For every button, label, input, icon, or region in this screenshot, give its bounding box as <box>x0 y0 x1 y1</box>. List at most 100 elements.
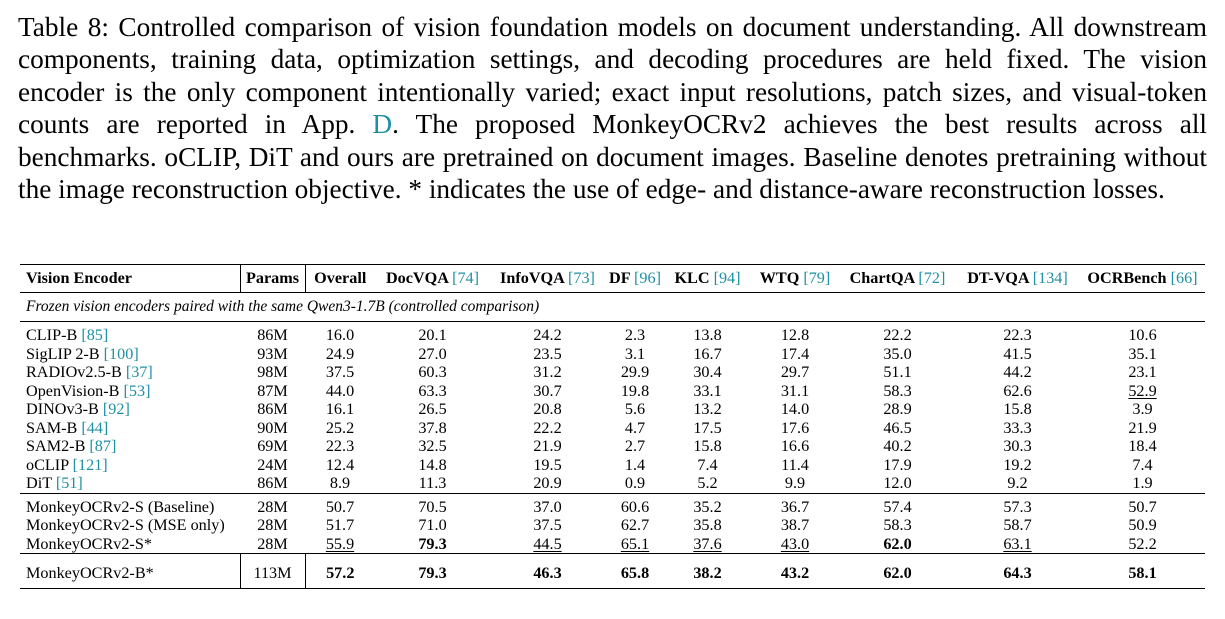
encoder-name: SAM-B [44] <box>20 419 240 438</box>
encoder-name: MonkeyOCRv2-S (MSE only) <box>20 516 240 535</box>
score: 5.2 <box>697 474 718 492</box>
score: 19.2 <box>1003 455 1032 474</box>
citation[interactable]: [72] <box>918 269 946 288</box>
name: DocVQA <box>385 269 449 288</box>
params: 87M <box>257 381 288 400</box>
citation[interactable]: [66] <box>1170 269 1198 288</box>
score: 11.3 <box>418 474 447 492</box>
score: 57.3 <box>955 492 1080 516</box>
citation[interactable]: [100] <box>103 344 139 363</box>
score: 44.2 <box>1003 363 1032 381</box>
score: 31.2 <box>533 363 562 381</box>
params: 28M <box>257 516 288 534</box>
citation[interactable]: [53] <box>123 381 151 400</box>
score: 58.7 <box>1003 516 1032 534</box>
score: 44.0 <box>325 381 355 400</box>
encoder-name: MonkeyOCRv2-S* <box>20 535 240 554</box>
score: 0.9 <box>624 474 646 492</box>
score: 33.3 <box>1003 418 1032 437</box>
header-row: Vision Encoder Params Overall DocVQA [74] In… <box>20 264 1205 293</box>
citation[interactable]: [134] <box>1032 269 1068 288</box>
score: 15.8 <box>1003 400 1032 418</box>
score: 65.1 <box>620 534 650 553</box>
citation[interactable]: [44] <box>81 418 109 437</box>
name: DT-VQA <box>967 269 1029 288</box>
score: 22.3 <box>325 437 355 455</box>
encoder-name: DiT [51] <box>20 474 240 493</box>
citation[interactable]: [87] <box>89 437 117 455</box>
citation[interactable]: [96] <box>634 269 661 288</box>
name: MonkeyOCRv2-S (Baseline) <box>26 497 215 516</box>
name: KLC <box>674 269 710 288</box>
appendix-link[interactable]: D <box>372 109 393 140</box>
score: 7.4 <box>1132 455 1153 474</box>
table-body: Frozen vision encoders paired with the s… <box>20 292 1205 589</box>
score: 41.5 <box>1003 344 1032 363</box>
score: 51.1 <box>883 363 912 381</box>
name: SAM2-B <box>26 437 86 455</box>
score: 62.6 <box>1003 381 1032 400</box>
score: 29.9 <box>620 363 650 381</box>
score: 19.8 <box>620 381 650 400</box>
name: ChartQA <box>849 269 915 288</box>
section-note-row: Frozen vision encoders paired with the s… <box>20 292 1205 322</box>
params: 90M <box>257 418 288 437</box>
score: 13.8 <box>693 326 722 344</box>
citation[interactable]: [121] <box>72 455 108 474</box>
score: 22.2 <box>533 418 562 437</box>
score: 19.5 <box>533 455 562 474</box>
score: 31.1 <box>780 381 810 400</box>
score: 20.1 <box>418 326 447 344</box>
citation[interactable]: [85] <box>81 326 109 344</box>
score: 63.3 <box>418 381 447 400</box>
params: 86M <box>257 326 288 344</box>
score: 5.6 <box>624 400 646 418</box>
score: 29.7 <box>780 363 810 381</box>
name: WTQ <box>759 269 800 288</box>
encoder-name: RADIOv2.5-B [37] <box>20 363 240 382</box>
name: DiT <box>26 474 52 492</box>
citation[interactable]: [51] <box>55 474 83 492</box>
params: 69M <box>257 437 288 455</box>
citation[interactable]: [37] <box>125 363 153 381</box>
table-row: SAM-B [44] 90M 25.2 37.8 22.2 4.7 17.5 17.6 46.5… <box>20 419 1205 438</box>
table-row: MonkeyOCRv2-S* 28M 55.9 79.3 44.5 65.1 37.6 43.… <box>20 535 1205 554</box>
score: 38.7 <box>780 516 810 534</box>
citation[interactable]: [79] <box>803 269 831 288</box>
table-row: DINOv3-B [92] 86M 16.1 26.5 20.8 5.6 13.2 14.0 2… <box>20 400 1205 419</box>
citation[interactable]: [74] <box>452 269 480 288</box>
score: 43.2 <box>750 553 840 589</box>
citation[interactable]: [92] <box>102 400 130 418</box>
score: 2.7 <box>624 437 646 455</box>
score: 37.5 <box>325 363 355 381</box>
score: 60.3 <box>418 363 447 381</box>
table-row: DiT [51] 86M 8.9 11.3 20.9 0.9 5.2 9.9 12.0 9.2 1.… <box>20 474 1205 493</box>
score: 24.2 <box>533 326 562 344</box>
score: 2.3 <box>624 326 646 344</box>
score: 46.3 <box>490 553 605 589</box>
table-row: MonkeyOCRv2-S (MSE only) 28M 51.7 71.0 37.5 6… <box>20 516 1205 535</box>
score: 43.0 <box>780 534 810 553</box>
score: 7.4 <box>697 455 718 474</box>
score: 14.0 <box>780 400 810 418</box>
score: 63.1 <box>1003 534 1032 553</box>
params: 28M <box>257 534 288 553</box>
score: 21.9 <box>1128 418 1157 437</box>
score: 21.9 <box>533 437 562 455</box>
name: OCRBench <box>1087 269 1167 288</box>
score: 58.3 <box>883 516 912 534</box>
score: 52.2 <box>1128 534 1157 553</box>
score: 50.7 <box>1080 492 1205 516</box>
column-header: OCRBench [66] <box>1080 264 1205 293</box>
table-row: CLIP-B [85] 86M 16.0 20.1 24.2 2.3 13.8 12.8 22.… <box>20 322 1205 345</box>
column-header: ChartQA [72] <box>840 264 955 293</box>
citation[interactable]: [73] <box>567 269 595 288</box>
table-row: SigLIP 2-B [100] 93M 24.9 27.0 23.5 3.1 16.7 17… <box>20 345 1205 364</box>
citation[interactable]: [94] <box>713 269 741 288</box>
params: 98M <box>257 363 288 381</box>
score: 35.1 <box>1128 344 1157 363</box>
comparison-table: Vision Encoder Params Overall DocVQA [74] In… <box>20 264 1205 589</box>
score: 3.1 <box>624 344 646 363</box>
table-row: MonkeyOCRv2-S (Baseline) 28M 50.7 70.5 37.0 6… <box>20 492 1205 516</box>
score: 12.8 <box>780 326 810 344</box>
